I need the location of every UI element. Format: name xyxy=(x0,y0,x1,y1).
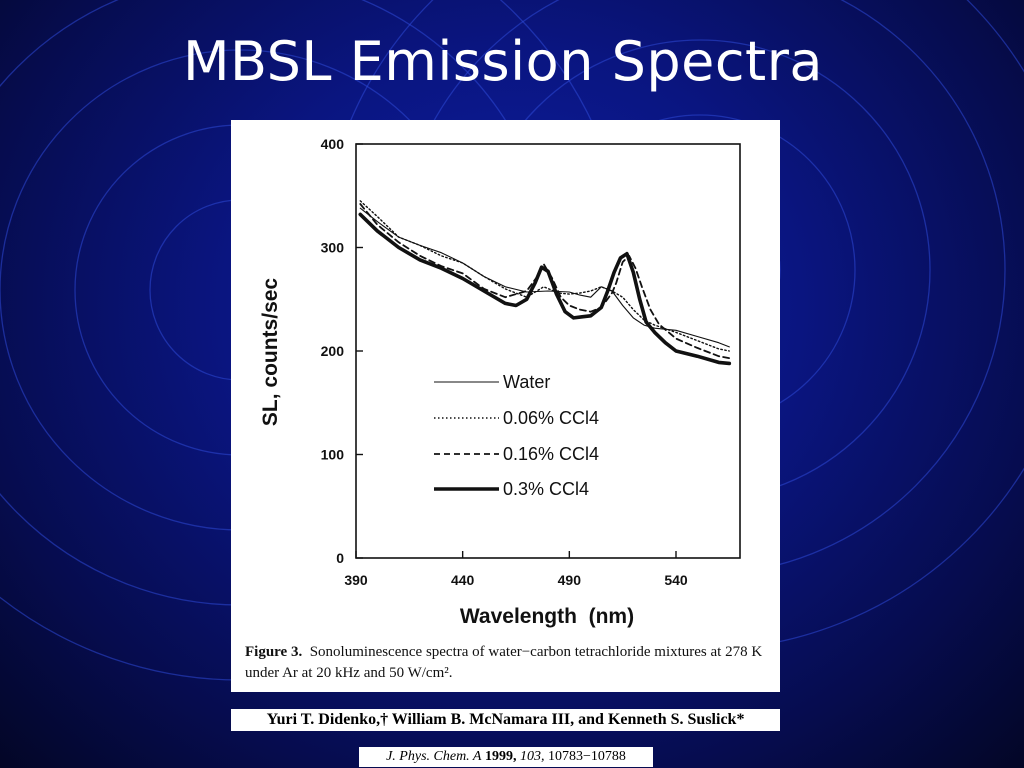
y-axis-label: SL, counts/sec xyxy=(259,278,282,427)
slide-title: MBSL Emission Spectra xyxy=(182,30,824,93)
journal-volume: 103, xyxy=(519,749,545,764)
y-tick-label: 100 xyxy=(321,447,345,463)
y-tick-label: 200 xyxy=(321,343,345,359)
series-line-1 xyxy=(359,200,730,352)
journal-name: J. Phys. Chem. A xyxy=(386,749,482,764)
legend-label: 0.06% CCl4 xyxy=(503,408,599,428)
series-line-3 xyxy=(358,212,732,366)
journal-pages: 10783−10788 xyxy=(547,749,626,764)
spectra-chart: 390 440 490 540 0 100 200 300 400 Water 0.06% CCl… xyxy=(259,136,741,628)
x-tick-label: 390 xyxy=(344,572,368,588)
caption-text: Sonoluminescence spectra of water−carbon… xyxy=(245,644,763,681)
series-line-0 xyxy=(359,207,730,348)
journal-year: 1999, xyxy=(484,749,517,764)
series-line-2 xyxy=(359,203,731,360)
y-tick-label: 400 xyxy=(321,136,345,152)
y-tick-label: 0 xyxy=(336,550,344,566)
figure-caption: Figure 3. Sonoluminescence spectra of wa… xyxy=(245,642,775,684)
legend-label: 0.3% CCl4 xyxy=(503,479,589,499)
legend-label: 0.16% CCl4 xyxy=(503,444,599,464)
figure-panel: 390 440 490 540 0 100 200 300 400 Water 0.06% CCl… xyxy=(231,120,780,692)
x-tick-label: 440 xyxy=(451,572,475,588)
x-tick-label: 540 xyxy=(664,572,688,588)
caption-label: Figure 3. xyxy=(245,644,303,660)
authors-line: Yuri T. Didenko,† William B. McNamara II… xyxy=(231,709,780,731)
y-tick-label: 300 xyxy=(321,240,345,256)
journal-citation: J. Phys. Chem. A 1999, 103, 10783−10788 xyxy=(359,747,653,767)
legend-label: Water xyxy=(503,372,550,392)
x-axis-label: Wavelength (nm) xyxy=(460,605,634,628)
x-tick-label: 490 xyxy=(558,572,582,588)
